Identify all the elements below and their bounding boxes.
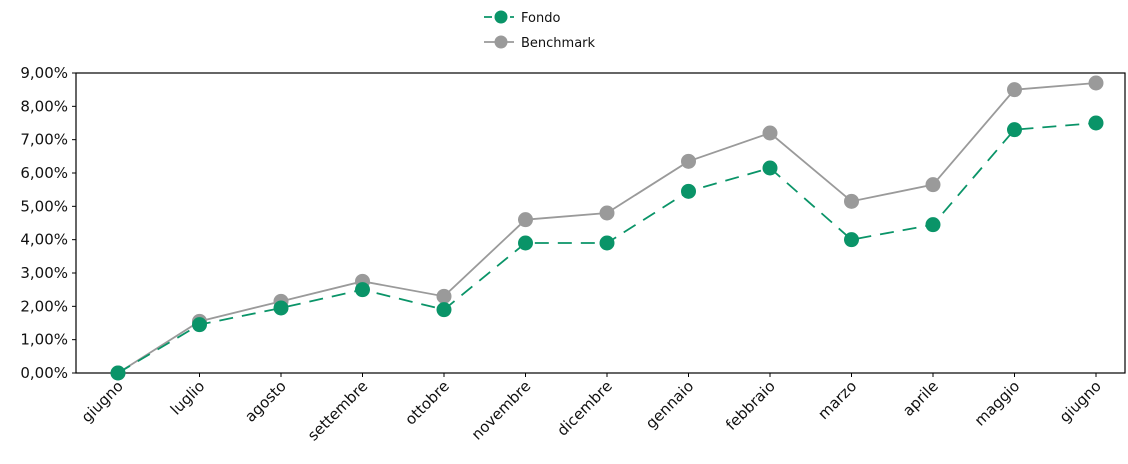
data-point-benchmark [681, 153, 696, 169]
data-point-benchmark [436, 288, 452, 304]
x-tick-label: febbraio [722, 377, 779, 434]
x-tick-label: settembre [304, 377, 371, 444]
legend: Fondo Benchmark [484, 10, 596, 51]
legend-label-benchmark: Benchmark [521, 36, 596, 51]
data-point-benchmark [925, 177, 941, 193]
data-point-benchmark [518, 212, 533, 228]
data-point-benchmark [1088, 75, 1104, 91]
y-tick-label: 8,00% [20, 97, 68, 115]
data-point-fondo [518, 235, 533, 251]
data-point-fondo [110, 365, 126, 381]
data-point-fondo [192, 317, 207, 333]
data-point-fondo [844, 232, 859, 248]
x-tick-label: giugno [1056, 377, 1105, 426]
data-point-fondo [273, 300, 289, 316]
data-point-fondo [925, 217, 941, 233]
y-tick-label: 4,00% [20, 231, 68, 249]
y-tick-label: 7,00% [20, 131, 68, 149]
x-tick-label: maggio [971, 377, 1023, 429]
data-point-fondo [355, 282, 370, 298]
y-axis: 0,00% 1,00% 2,00% 3,00% 4,00% 5,00% 6,00% 7,00%… [20, 64, 76, 382]
y-tick-label: 9,00% [20, 64, 68, 82]
y-tick-label: 0,00% [20, 364, 68, 382]
x-tick-label: gennaio [642, 377, 697, 432]
series-group [110, 75, 1104, 381]
x-tick-label: dicembre [553, 377, 615, 439]
x-tick-label: aprile [899, 377, 942, 420]
series-line-benchmark [117, 82, 1097, 374]
y-tick-label: 6,00% [20, 164, 68, 182]
data-point-benchmark [762, 125, 778, 141]
data-point-fondo [681, 183, 696, 199]
legend-marker-fondo [494, 10, 508, 24]
data-point-benchmark [599, 205, 615, 221]
data-point-fondo [599, 235, 615, 251]
plot-area [75, 72, 1126, 374]
legend-marker-benchmark [494, 35, 508, 49]
x-axis: giugno luglio agosto settembre ottobre novemb… [78, 373, 1105, 444]
data-point-benchmark [1007, 82, 1022, 98]
x-tick-label: giugno [78, 377, 127, 426]
data-point-fondo [1088, 115, 1104, 131]
y-tick-label: 5,00% [20, 197, 68, 215]
y-tick-label: 1,00% [20, 331, 68, 349]
x-tick-label: luglio [167, 377, 209, 419]
x-tick-label: novembre [468, 377, 534, 443]
data-point-benchmark [844, 193, 859, 209]
y-tick-label: 3,00% [20, 264, 68, 282]
x-tick-label: agosto [241, 377, 290, 426]
x-tick-label: ottobre [401, 377, 452, 428]
data-point-fondo [1007, 122, 1022, 138]
x-tick-label: marzo [814, 377, 860, 423]
data-point-fondo [762, 160, 778, 176]
legend-label-fondo: Fondo [521, 11, 560, 26]
y-tick-label: 2,00% [20, 297, 68, 315]
data-point-fondo [436, 302, 452, 318]
